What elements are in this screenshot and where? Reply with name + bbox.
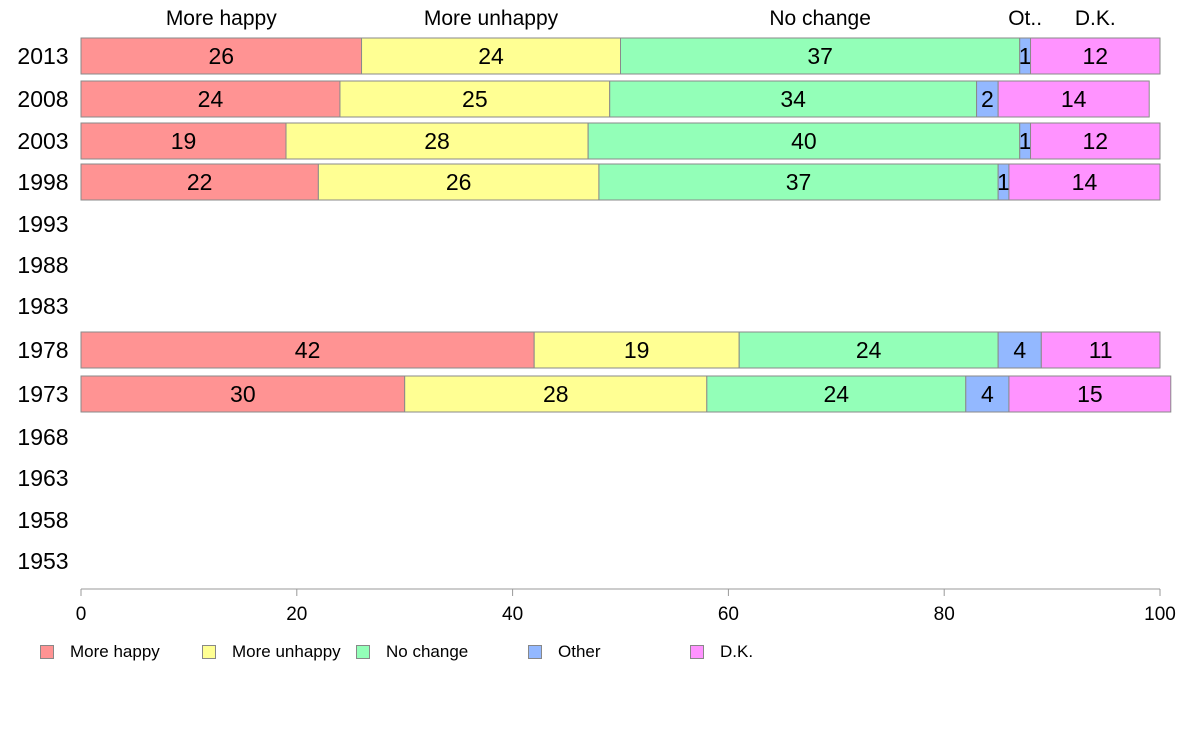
legend-label: Other <box>558 642 601 661</box>
bar-segment <box>533 331 740 369</box>
data-label: 30 <box>230 381 256 407</box>
data-label: 24 <box>856 337 882 363</box>
x-tick-label: 80 <box>934 604 955 625</box>
category-label: 2003 <box>17 128 68 154</box>
bar-segment <box>1030 37 1161 75</box>
data-label: 25 <box>462 86 488 112</box>
bar-segment <box>285 122 589 160</box>
category-label: 1963 <box>17 465 68 491</box>
legend-item: D.K. <box>690 642 753 662</box>
legend-swatch <box>690 645 704 659</box>
data-label: 14 <box>1072 169 1098 195</box>
series-header-label: D.K. <box>1075 7 1116 30</box>
data-label: 11 <box>1089 337 1113 363</box>
category-label: 1983 <box>17 293 68 319</box>
bar-segment <box>80 375 406 413</box>
bar-segment <box>706 375 967 413</box>
bar-segment <box>80 122 287 160</box>
data-label: 15 <box>1077 381 1103 407</box>
category-label: 2013 <box>17 43 68 69</box>
data-label: 24 <box>478 43 504 69</box>
category-label: 2008 <box>17 86 68 112</box>
bar-segment <box>80 37 363 75</box>
x-tick-label: 20 <box>286 604 307 625</box>
series-header-label: More unhappy <box>424 7 559 30</box>
data-label: 1 <box>1019 128 1032 154</box>
bar-segment <box>317 163 600 201</box>
legend-swatch <box>528 645 542 659</box>
bar-segment <box>997 80 1150 118</box>
category-label: 1998 <box>17 169 68 195</box>
data-label: 42 <box>295 337 321 363</box>
data-label: 19 <box>171 128 197 154</box>
data-label: 14 <box>1061 86 1087 112</box>
bar-segment <box>80 163 319 201</box>
legend-item: More happy <box>40 642 160 662</box>
legend-label: More happy <box>70 642 160 661</box>
category-label: 1973 <box>17 381 68 407</box>
series-header-label: No change <box>769 7 871 30</box>
legend-swatch <box>356 645 370 659</box>
bar-segment <box>587 122 1021 160</box>
x-tick-label: 0 <box>76 604 87 625</box>
data-label: 24 <box>198 86 224 112</box>
data-label: 28 <box>424 128 450 154</box>
data-label: 12 <box>1082 128 1108 154</box>
data-label: 1 <box>997 169 1010 195</box>
bar-segment <box>620 37 1021 75</box>
legend-swatch <box>202 645 216 659</box>
data-label: 37 <box>786 169 812 195</box>
bar-segment <box>609 80 978 118</box>
legend-item: No change <box>356 642 468 662</box>
bar-segment <box>339 80 611 118</box>
legend-swatch <box>40 645 54 659</box>
bar-segment <box>1008 163 1161 201</box>
bar-segment <box>1030 122 1161 160</box>
bar-segment <box>80 331 535 369</box>
legend-label: More unhappy <box>232 642 341 661</box>
bar-segment <box>1008 375 1172 413</box>
data-label: 37 <box>807 43 833 69</box>
category-label: 1958 <box>17 507 68 533</box>
data-label: 28 <box>543 381 569 407</box>
bar-segment <box>965 375 1010 413</box>
x-tick-label: 40 <box>502 604 523 625</box>
bar-segment <box>598 163 999 201</box>
bar-segment <box>738 331 999 369</box>
data-label: 40 <box>791 128 817 154</box>
legend-item: Other <box>528 642 601 662</box>
x-tick-label: 60 <box>718 604 739 625</box>
data-label: 4 <box>981 381 994 407</box>
category-label: 1993 <box>17 211 68 237</box>
data-label: 26 <box>208 43 234 69</box>
series-header-label: More happy <box>166 7 277 30</box>
data-label: 19 <box>624 337 650 363</box>
bar-segment <box>997 331 1042 369</box>
legend-label: D.K. <box>720 642 754 661</box>
bar-segment <box>361 37 621 75</box>
data-label: 26 <box>446 169 472 195</box>
data-label: 22 <box>187 169 213 195</box>
data-label: 2 <box>981 86 994 112</box>
category-label: 1978 <box>17 337 68 363</box>
data-label: 1 <box>1019 43 1032 69</box>
series-header-label: Ot.. <box>1008 7 1042 30</box>
bar-segment <box>1040 331 1161 369</box>
legend-item: More unhappy <box>202 642 341 662</box>
x-tick-label: 100 <box>1144 604 1176 625</box>
data-label: 34 <box>780 86 806 112</box>
category-label: 1988 <box>17 252 68 278</box>
data-label: 4 <box>1013 337 1026 363</box>
chart-legend: More happy More unhappy No change Other D.K. <box>40 642 1040 662</box>
legend-label: No change <box>386 642 469 661</box>
bar-segment <box>404 375 708 413</box>
data-label: 12 <box>1082 43 1108 69</box>
bar-segment <box>80 80 341 118</box>
data-label: 24 <box>824 381 850 407</box>
category-label: 1953 <box>17 548 68 574</box>
category-label: 1968 <box>17 424 68 450</box>
